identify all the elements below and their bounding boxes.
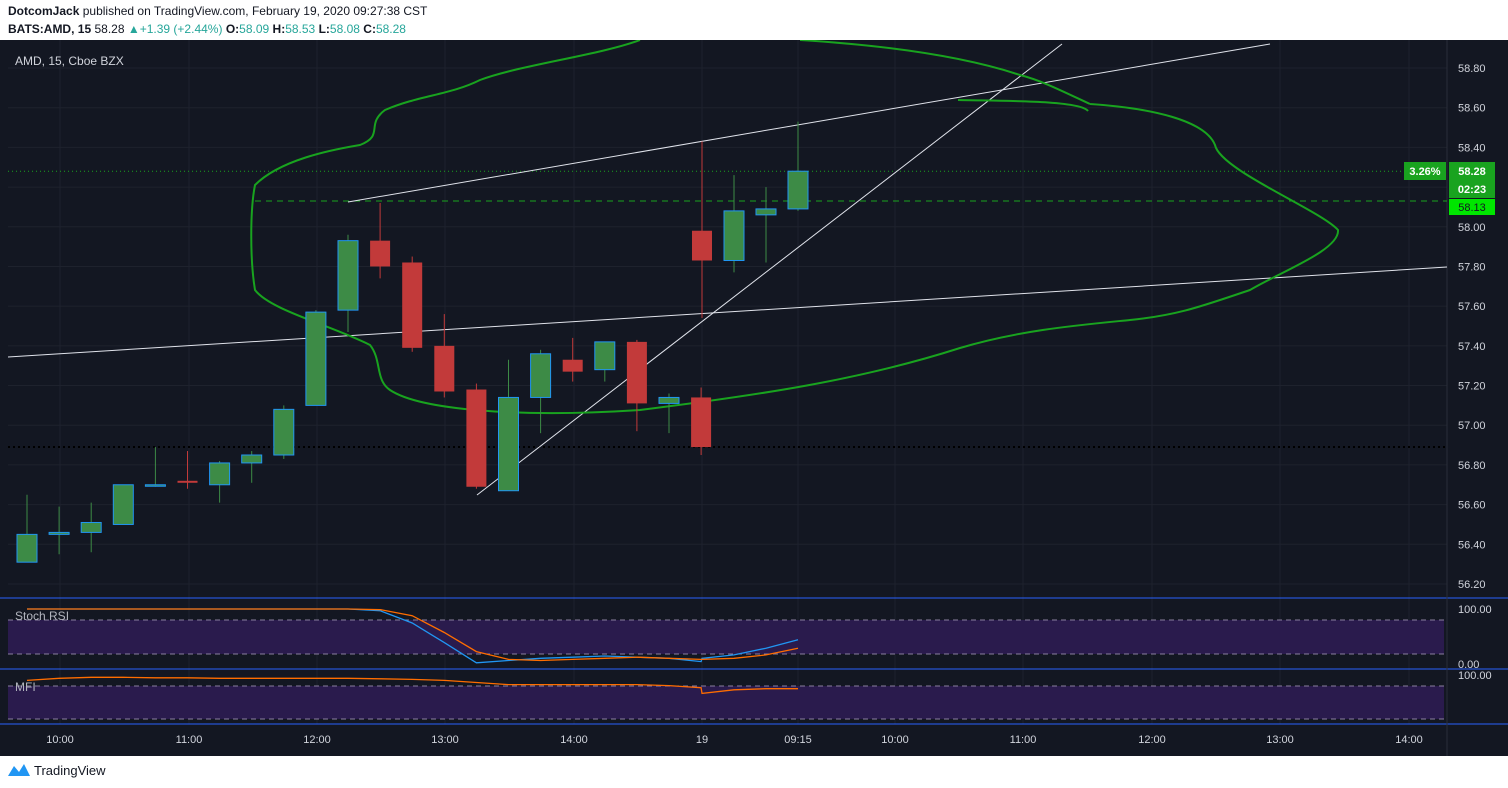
trendline-upper-channel[interactable] [347, 43, 1271, 203]
level-tag [1449, 199, 1495, 215]
x-tick-label: 13:00 [431, 734, 459, 746]
publish-line: DotcomJack published on TradingView.com,… [8, 4, 427, 18]
x-tick-label: 09:15 [784, 734, 812, 746]
mfi-lines [26, 676, 798, 695]
level-tag-text: 58.13 [1458, 202, 1486, 214]
change-pct-text: 3.26% [1409, 166, 1440, 178]
chart-area[interactable]: 58.8058.6058.4058.2058.0057.8057.6057.40… [0, 40, 1508, 756]
x-tick-label: 11:00 [1010, 734, 1037, 746]
x-tick-label: 12:00 [1138, 734, 1166, 746]
candle-body[interactable] [755, 208, 777, 216]
y-tick-label: 56.20 [1458, 579, 1486, 591]
y-tick-label: 57.20 [1458, 381, 1486, 393]
mfi-band [8, 686, 1444, 719]
mfi-label: MFI [15, 680, 36, 694]
candle-body[interactable] [658, 396, 680, 404]
trendline-lower-channel[interactable] [7, 266, 1448, 358]
candle-body[interactable] [402, 262, 423, 348]
candle-body[interactable] [16, 533, 38, 563]
y-tick-label: 57.80 [1458, 261, 1486, 273]
countdown-text: 02:23 [1458, 184, 1486, 196]
candle-body[interactable] [209, 462, 231, 486]
candle-body[interactable] [337, 240, 359, 311]
stoch-rsi-tick-label: 100.00 [1458, 604, 1492, 616]
change-up-icon: ▲ [127, 22, 140, 36]
stoch-rsi-lines [27, 608, 799, 664]
indicator-line [27, 608, 799, 662]
candle-body[interactable] [562, 359, 583, 372]
x-tick-label: 13:00 [1266, 734, 1294, 746]
y-tick-label: 58.80 [1458, 63, 1486, 75]
candle-body[interactable] [530, 353, 552, 398]
y-tick-label: 56.60 [1458, 500, 1486, 512]
header: DotcomJack published on TradingView.com,… [0, 0, 1508, 40]
quote-line: BATS:AMD, 15 58.28 ▲+1.39 (+2.44%) O:58.… [8, 22, 406, 36]
candle-body[interactable] [691, 397, 712, 448]
y-tick-label: 56.80 [1458, 460, 1486, 472]
candle-body[interactable] [466, 389, 487, 487]
x-tick-label: 12:00 [303, 734, 331, 746]
high-label: H: [272, 22, 286, 36]
y-tick-label: 57.40 [1458, 341, 1486, 353]
candle-body[interactable] [723, 210, 745, 262]
tradingview-brand[interactable]: TradingView [34, 763, 106, 778]
candle-body[interactable] [144, 484, 166, 487]
x-tick-label: 19 [696, 734, 708, 746]
x-tick-label: 14:00 [1395, 734, 1423, 746]
x-tick-label: 10:00 [881, 734, 909, 746]
candle-body[interactable] [626, 341, 647, 404]
published-text: published on TradingView.com, February 1… [82, 4, 428, 18]
candle-body[interactable] [48, 531, 70, 535]
trendline-rising[interactable] [476, 43, 1063, 496]
footer: TradingView [0, 756, 1508, 788]
mfi-tick-label: 100.00 [1458, 670, 1492, 682]
y-tick-label: 58.40 [1458, 142, 1486, 154]
high-value: 58.53 [285, 22, 316, 36]
x-tick-label: 11:00 [176, 734, 203, 746]
candle-body[interactable] [434, 345, 455, 392]
stoch-rsi-band [8, 620, 1444, 654]
candle-body[interactable] [241, 454, 263, 464]
change-pct-tag [1404, 162, 1446, 180]
close-value: 58.28 [375, 22, 406, 36]
low-value: 58.08 [329, 22, 360, 36]
stoch-rsi-label: Stoch RSI [15, 609, 69, 623]
candle-body[interactable] [692, 230, 712, 261]
last-price: 58.28 [94, 22, 125, 36]
low-label: L: [318, 22, 330, 36]
change-value: +1.39 (+2.44%) [139, 22, 223, 36]
chart-title: AMD, 15, Cboe BZX [15, 54, 124, 68]
grid [8, 40, 1447, 724]
candle-body[interactable] [594, 341, 616, 371]
time-axis[interactable]: 10:00 11:00 12:00 13:00 14:00 19 09:15 10:00 11:… [46, 734, 1423, 746]
stoch-rsi-tick-label: 0.00 [1458, 659, 1479, 671]
indicator-line [26, 676, 798, 695]
candle-body[interactable] [80, 521, 102, 533]
x-tick-label: 10:00 [46, 734, 74, 746]
last-price-tag [1449, 162, 1495, 198]
candle-body[interactable] [498, 396, 519, 492]
candle-body[interactable] [305, 311, 327, 406]
candle-body[interactable] [177, 480, 198, 483]
y-tick-label: 58.60 [1458, 103, 1486, 115]
close-label: C: [363, 22, 376, 36]
x-tick-label: 14:00 [560, 734, 588, 746]
tradingview-logo-icon[interactable] [7, 762, 31, 778]
y-tick-label: 58.00 [1458, 222, 1486, 234]
candle-body[interactable] [370, 240, 391, 267]
candle-body[interactable] [112, 484, 134, 525]
candles [16, 121, 809, 563]
candle-body[interactable] [787, 170, 809, 210]
y-tick-label: 56.40 [1458, 539, 1486, 551]
last-price-tag-text: 58.28 [1458, 166, 1486, 178]
y-tick-label: 57.60 [1458, 301, 1486, 313]
open-label: O: [225, 22, 240, 36]
author-name[interactable]: DotcomJack [8, 4, 80, 18]
y-tick-label: 57.00 [1458, 420, 1486, 432]
symbol-label: BATS:AMD, 15 [8, 22, 92, 36]
candle-body[interactable] [273, 408, 295, 456]
open-value: 58.09 [239, 22, 270, 36]
